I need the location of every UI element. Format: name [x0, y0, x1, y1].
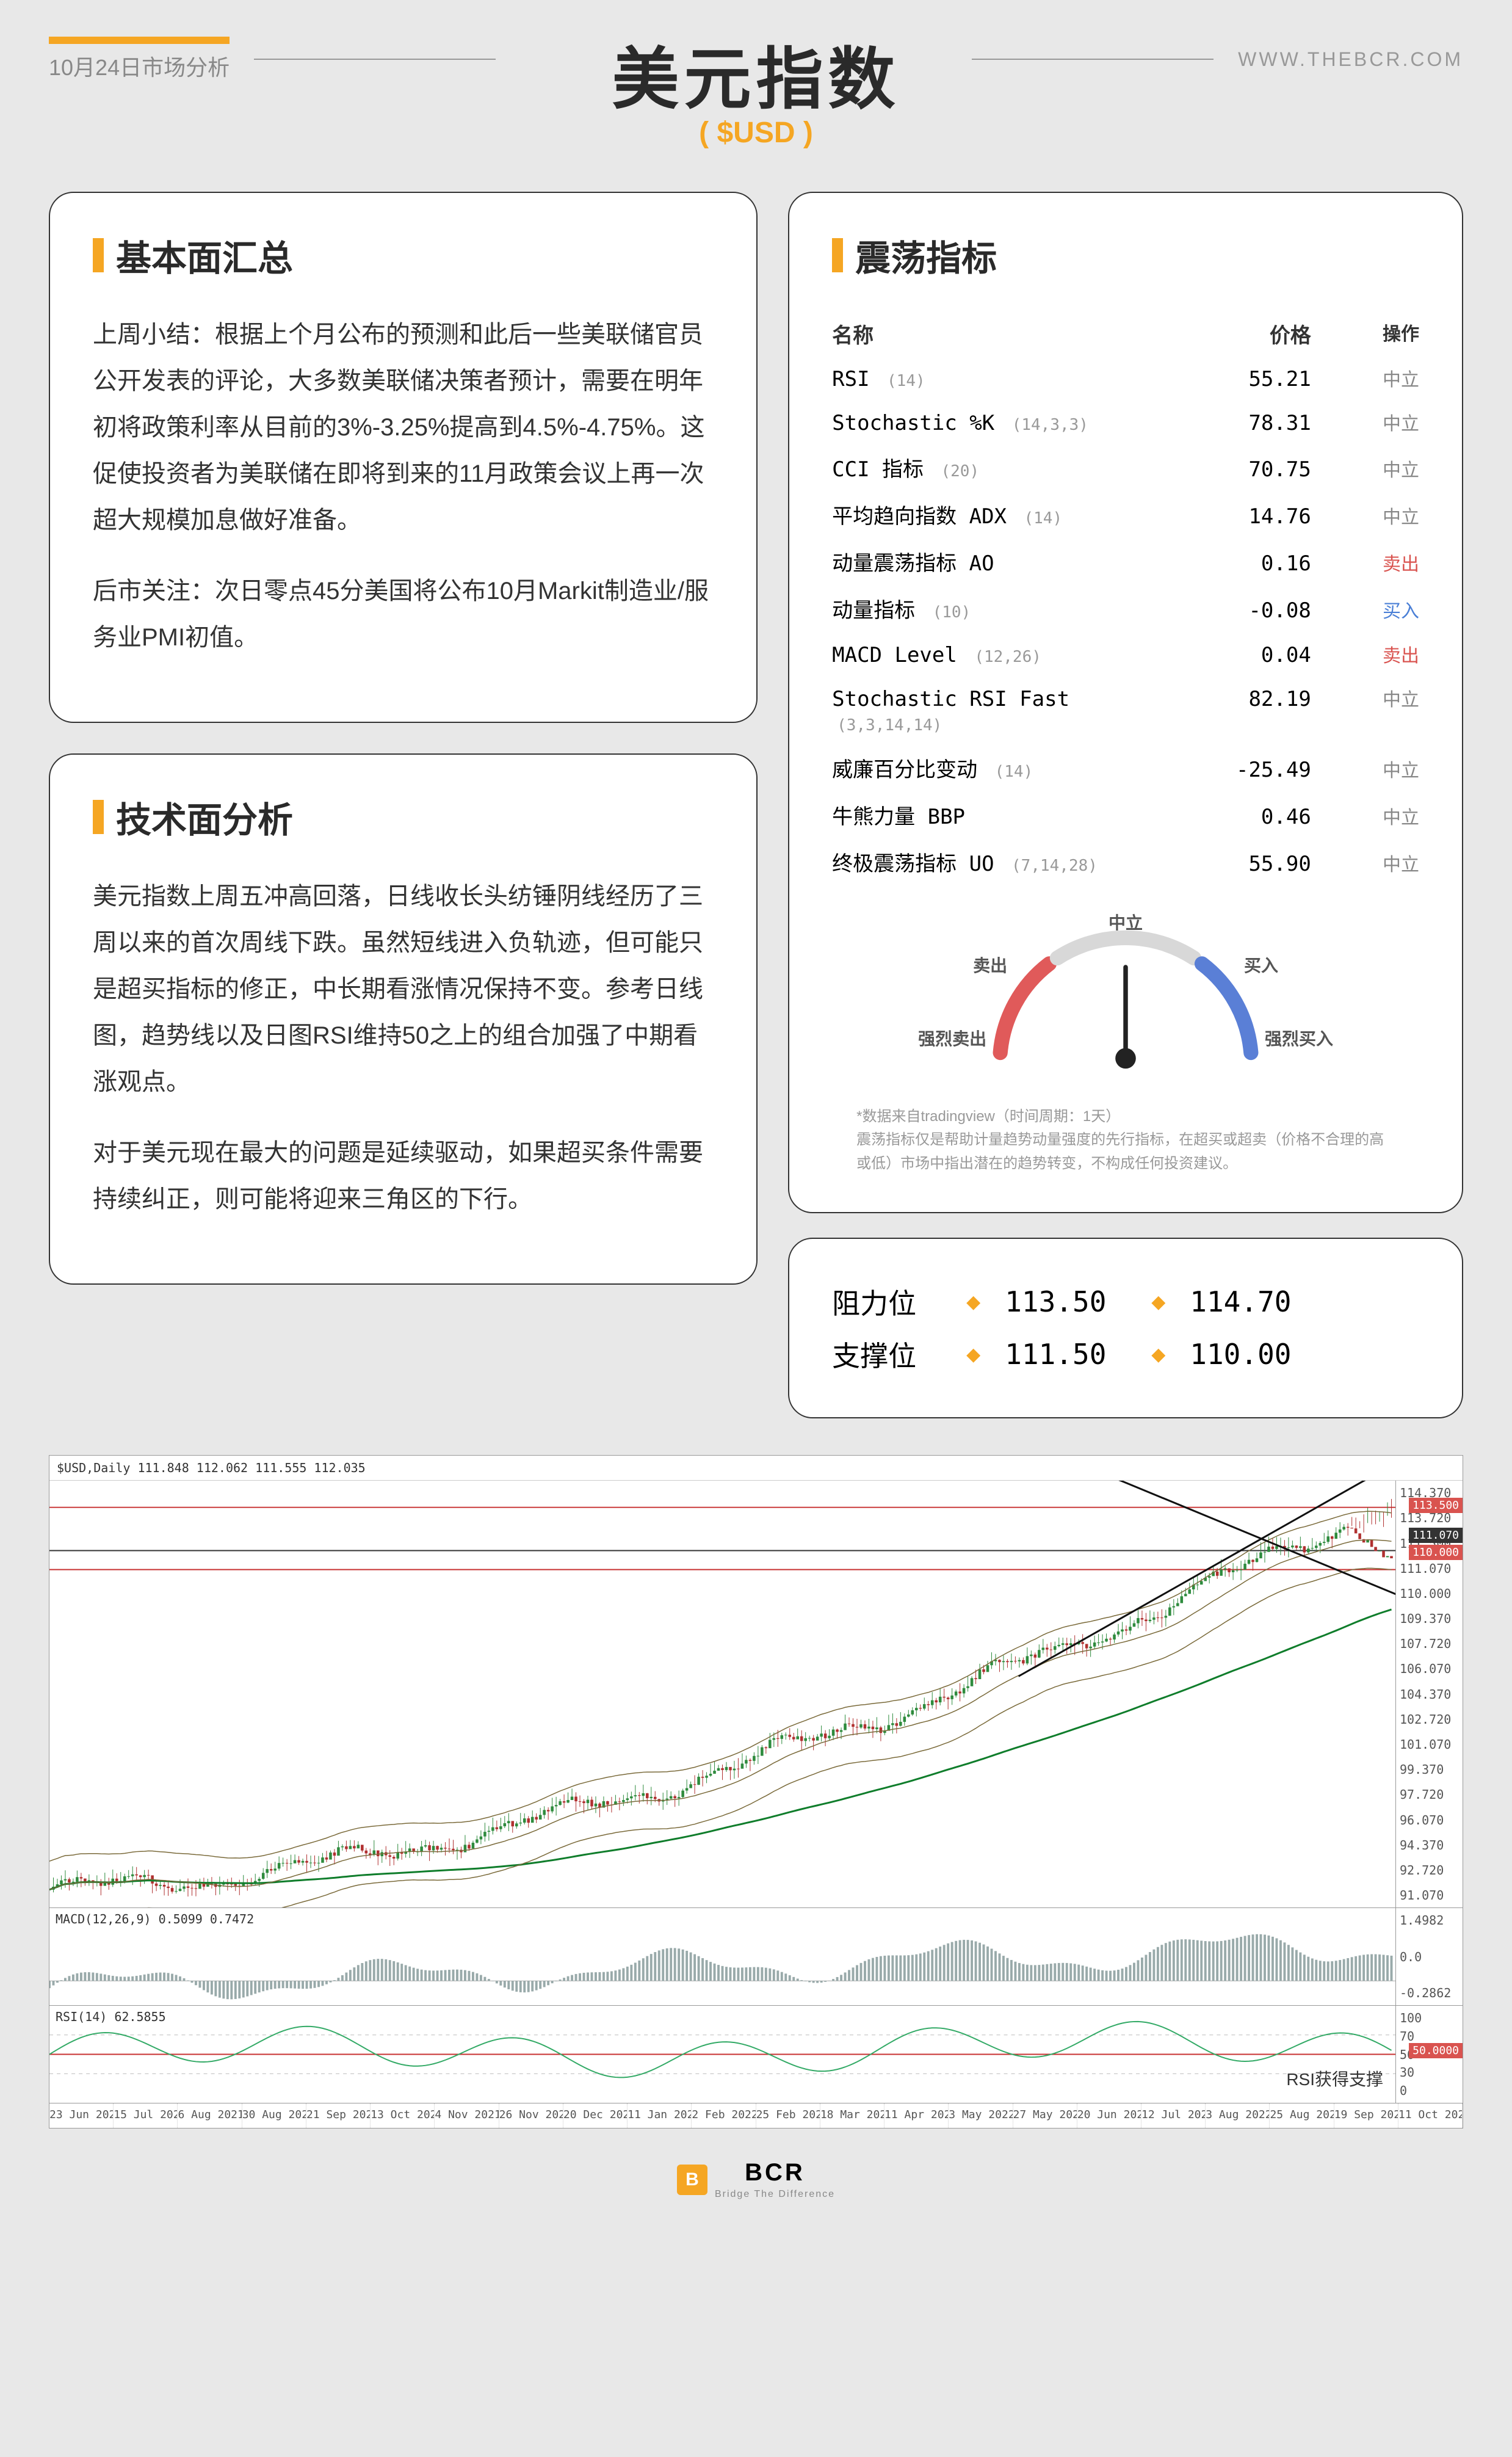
fundamentals-p1: 上周小结：根据上个月公布的预测和此后一些美联储官员公开发表的评论，大多数美联储决… [93, 311, 714, 543]
chart-ohlc-label: $USD,Daily 111.848 112.062 111.555 112.0… [49, 1456, 1463, 1481]
oscillator-row: MACD Level (12,26) 0.04 卖出 [832, 632, 1419, 676]
oscillator-row: 威廉百分比变动 (14) -25.49 中立 [832, 744, 1419, 791]
gauge-note-1: *数据来自tradingview（时间周期：1天） [856, 1105, 1395, 1128]
oscillator-row: 动量指标 (10) -0.08 买入 [832, 585, 1419, 632]
analysis-date: 10月24日市场分析 [49, 37, 230, 82]
support-2: 110.00 [1190, 1338, 1312, 1371]
oscillators-table: 名称 价格 操作 RSI (14) 55.21 中立Stochastic %K … [832, 311, 1419, 885]
gauge-note-2: 震荡指标仅是帮助计量趋势动量强度的先行指标，在超买或超卖（价格不合理的高或低）市… [856, 1128, 1395, 1175]
footer-brand: BCR [715, 2159, 835, 2187]
gauge-strong-buy-label: 强烈买入 [1265, 1026, 1333, 1050]
sentiment-gauge: 中立 卖出 买入 强烈卖出 强烈买入 *数据来自tradingview（时间周期… [832, 916, 1419, 1175]
macd-label: MACD(12,26,9) 0.5099 0.7472 [56, 1912, 254, 1926]
page-footer: B BCR Bridge The Difference [49, 2159, 1463, 2200]
fundamentals-title: 基本面汇总 [93, 230, 714, 281]
oscillator-row: CCI 指标 (20) 70.75 中立 [832, 444, 1419, 491]
rsi-note: RSI获得支撑 [1286, 2066, 1383, 2091]
col-price: 价格 [1172, 319, 1311, 349]
oscillators-card: 震荡指标 名称 价格 操作 RSI (14) 55.21 中立Stochasti… [788, 192, 1463, 1213]
gauge-strong-sell-label: 强烈卖出 [918, 1026, 986, 1050]
oscillator-row: 牛熊力量 BBP 0.46 中立 [832, 791, 1419, 838]
page-header: 10月24日市场分析 WWW.THEBCR.COM 美元指数 ( $USD ) [49, 37, 1463, 82]
oscillator-row: Stochastic RSI Fast (3,3,14,14) 82.19 中立 [832, 676, 1419, 744]
page-title: 美元指数 [612, 24, 900, 122]
fundamentals-card: 基本面汇总 上周小结：根据上个月公布的预测和此后一些美联储官员公开发表的评论，大… [49, 192, 758, 723]
resistance-1: 113.50 [1005, 1285, 1127, 1318]
oscillator-row: 动量震荡指标 AO 0.16 卖出 [832, 538, 1419, 585]
support-label: 支撑位 [832, 1334, 942, 1374]
technical-p1: 美元指数上周五冲高回落，日线收长头纺锤阴线经历了三周以来的首次周线下跌。虽然短线… [93, 873, 714, 1105]
fundamentals-p2: 后市关注：次日零点45分美国将公布10月Markit制造业/服务业PMI初值。 [93, 568, 714, 661]
footer-tagline: Bridge The Difference [715, 2189, 835, 2200]
oscillator-row: RSI (14) 55.21 中立 [832, 356, 1419, 400]
col-name: 名称 [832, 319, 1172, 349]
oscillator-row: Stochastic %K (14,3,3) 78.31 中立 [832, 400, 1419, 444]
site-url: WWW.THEBCR.COM [1238, 48, 1463, 71]
technical-card: 技术面分析 美元指数上周五冲高回落，日线收长头纺锤阴线经历了三周以来的首次周线下… [49, 753, 758, 1285]
bcr-logo-icon: B [677, 2165, 707, 2195]
resistance-2: 114.70 [1190, 1285, 1312, 1318]
technical-title: 技术面分析 [93, 791, 714, 843]
technical-p2: 对于美元现在最大的问题是延续驱动，如果超买条件需要持续纠正，则可能将迎来三角区的… [93, 1130, 714, 1222]
price-chart: $USD,Daily 111.848 112.062 111.555 112.0… [49, 1455, 1463, 2129]
gauge-sell-label: 卖出 [973, 953, 1007, 977]
oscillators-title: 震荡指标 [832, 230, 1419, 281]
oscillator-row: 平均趋向指数 ADX (14) 14.76 中立 [832, 491, 1419, 538]
gauge-buy-label: 买入 [1244, 953, 1278, 977]
rsi-label: RSI(14) 62.5855 [56, 2009, 166, 2024]
col-action: 操作 [1311, 319, 1419, 349]
resistance-label: 阻力位 [832, 1282, 942, 1322]
support-1: 111.50 [1005, 1338, 1127, 1371]
oscillator-row: 终极震荡指标 UO (7,14,28) 55.90 中立 [832, 838, 1419, 885]
levels-card: 阻力位 ◆ 113.50 ◆ 114.70 支撑位 ◆ 111.50 ◆ 110… [788, 1238, 1463, 1418]
gauge-neutral-label: 中立 [1109, 910, 1143, 934]
